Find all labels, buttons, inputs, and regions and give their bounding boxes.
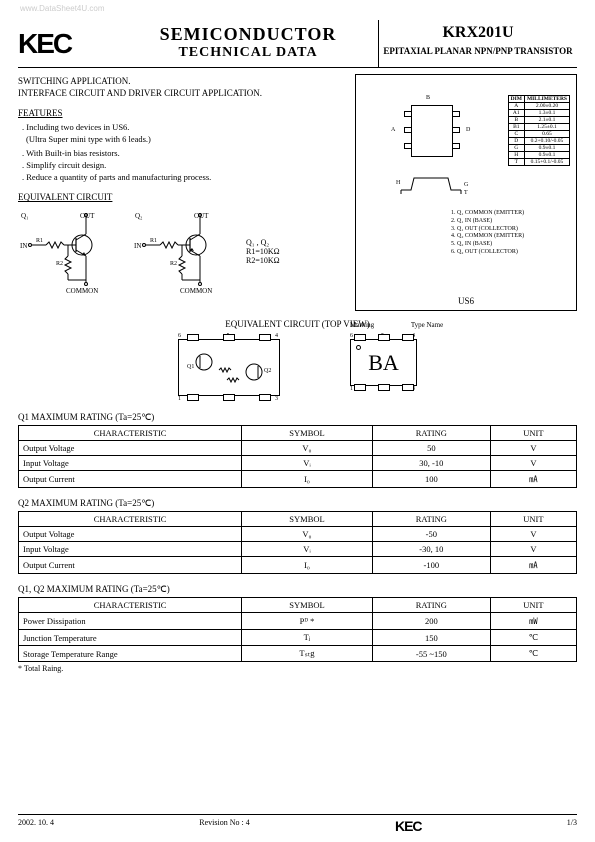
app-line-1: SWITCHING APPLICATION. bbox=[18, 76, 347, 86]
watermark: www.DataSheet4U.com bbox=[20, 4, 104, 13]
features-list: Including two devices in US6. bbox=[22, 122, 347, 132]
features-list-2: With Built-in bias resistors. Simplify c… bbox=[22, 148, 347, 182]
footer: 2002. 10. 4 Revision No : 4 KEC 1/3 bbox=[18, 814, 577, 834]
package-name: US6 bbox=[356, 296, 576, 306]
typename-label: Type Name bbox=[411, 321, 443, 329]
circuit-q2: Q₂ OUT IN R1 bbox=[132, 208, 242, 298]
chip-top-view: Q1 Q2 bbox=[178, 339, 280, 396]
svg-text:IN: IN bbox=[20, 242, 27, 250]
header: KEC SEMICONDUCTOR TECHNICAL DATA KRX201U… bbox=[18, 20, 577, 68]
title-box: SEMICONDUCTOR TECHNICAL DATA bbox=[118, 20, 379, 67]
r-values: Q₁ , Q₂ R1=10KΩ R2=10KΩ bbox=[246, 208, 280, 298]
q-label: Q₁ , Q₂ bbox=[246, 238, 280, 247]
svg-text:R2: R2 bbox=[170, 261, 177, 267]
doc-title-1: SEMICONDUCTOR bbox=[128, 24, 368, 45]
doc-title-2: TECHNICAL DATA bbox=[128, 45, 368, 61]
package-box: A B D H G T DIMMILLIMETERS A2.00±0.20 A1… bbox=[355, 74, 577, 311]
svg-text:R2: R2 bbox=[56, 261, 63, 267]
r1-val: R1=10KΩ bbox=[246, 247, 280, 256]
footnote: * Total Raing. bbox=[18, 664, 577, 673]
svg-text:COMMON: COMMON bbox=[180, 287, 212, 295]
q1-table: CHARACTERISTIC SYMBOL RATING UNIT Output… bbox=[18, 425, 577, 488]
part-box: KRX201U EPITAXIAL PLANAR NPN/PNP TRANSIS… bbox=[379, 20, 577, 67]
eq-circuit-heading: EQUIVALENT CIRCUIT bbox=[18, 192, 347, 202]
feat-3: Simplify circuit design. bbox=[22, 160, 347, 170]
q1-label: Q₁ bbox=[21, 212, 29, 220]
pin-list: 1. Q₁ COMMON (EMITTER) 2. Q₁ IN (BASE) 3… bbox=[451, 210, 524, 257]
marking-label: Marking bbox=[350, 321, 374, 329]
q12-table: CHARACTERISTIC SYMBOL RATING UNIT Power … bbox=[18, 597, 577, 662]
q12-table-title: Q1, Q2 MAXIMUM RATING (Ta=25℃) bbox=[18, 584, 577, 595]
footer-rev: Revision No : 4 bbox=[199, 818, 249, 834]
svg-text:Q₂: Q₂ bbox=[135, 212, 143, 220]
circuit-q1: Q₁ OUT IN R1 bbox=[18, 208, 128, 298]
svg-text:G: G bbox=[464, 182, 469, 188]
svg-text:R1: R1 bbox=[36, 238, 43, 244]
svg-text:H: H bbox=[396, 180, 401, 186]
company-logo: KEC bbox=[18, 28, 118, 60]
q2-table: CHARACTERISTIC SYMBOL RATING UNIT Output… bbox=[18, 511, 577, 574]
part-number: KRX201U bbox=[383, 24, 573, 42]
footer-logo: KEC bbox=[395, 818, 422, 834]
svg-text:T: T bbox=[464, 190, 468, 196]
q2-table-title: Q2 MAXIMUM RATING (Ta=25℃) bbox=[18, 498, 577, 509]
logo-box: KEC bbox=[18, 20, 118, 67]
svg-text:R1: R1 bbox=[150, 238, 157, 244]
part-desc: EPITAXIAL PLANAR NPN/PNP TRANSISTOR bbox=[383, 46, 573, 56]
svg-text:Q2: Q2 bbox=[264, 368, 271, 374]
marking-box: BA bbox=[350, 339, 417, 386]
feat-4: Reduce a quantity of parts and manufactu… bbox=[22, 172, 347, 182]
svg-text:IN: IN bbox=[134, 242, 141, 250]
r2-val: R2=10KΩ bbox=[246, 256, 280, 265]
footer-page: 1/3 bbox=[567, 818, 577, 834]
footer-date: 2002. 10. 4 bbox=[18, 818, 54, 834]
feat-1: Including two devices in US6. bbox=[22, 122, 347, 132]
feat-1b: (Ultra Super mini type with 6 leads.) bbox=[26, 134, 347, 144]
feat-2: With Built-in bias resistors. bbox=[22, 148, 347, 158]
app-line-2: INTERFACE CIRCUIT AND DRIVER CIRCUIT APP… bbox=[18, 88, 347, 98]
features-heading: FEATURES bbox=[18, 108, 347, 118]
dim-table: DIMMILLIMETERS A2.00±0.20 A11.3±0.1 B2.1… bbox=[508, 95, 570, 166]
svg-text:Q1: Q1 bbox=[187, 364, 194, 370]
q1-table-title: Q1 MAXIMUM RATING (Ta=25℃) bbox=[18, 412, 577, 423]
svg-text:COMMON: COMMON bbox=[66, 287, 98, 295]
